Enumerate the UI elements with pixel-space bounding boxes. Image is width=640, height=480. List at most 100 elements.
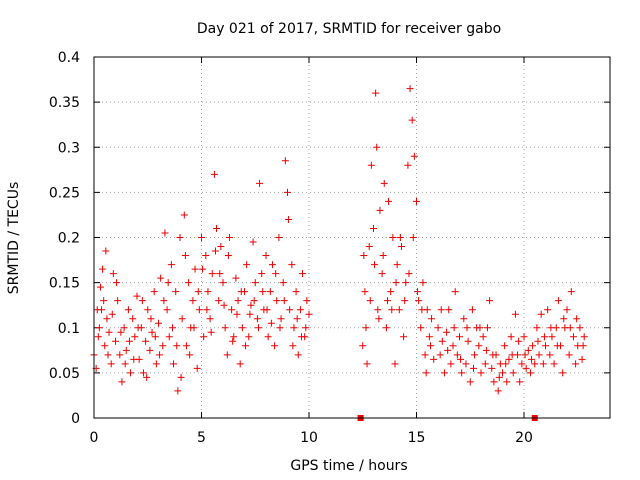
data-point [516,378,524,386]
data-point [190,324,198,332]
data-point [494,387,502,395]
data-point [469,364,477,372]
data-point [264,333,272,341]
data-point [524,346,532,354]
data-point [186,351,194,359]
data-point [503,378,511,386]
data-point [430,355,438,363]
y-tick-label: 0.25 [49,185,80,201]
data-point [293,315,301,323]
data-point [546,351,554,359]
data-point [275,234,283,241]
data-point [406,85,414,93]
data-point [238,324,246,332]
data-point [417,324,425,332]
data-point [189,297,197,305]
data-point [569,333,577,341]
data-point [124,306,132,314]
y-tick-label: 0.1 [58,321,80,337]
data-point [554,297,562,305]
data-point [296,306,304,314]
data-point [142,337,150,345]
data-point [531,360,539,368]
data-point [164,279,172,287]
data-point [477,369,485,377]
data-point [249,238,257,246]
data-point [539,360,547,368]
data-point [193,364,201,372]
data-point [501,342,509,350]
data-point [495,373,503,381]
data-point [138,297,146,305]
data-point [443,328,451,336]
data-point [542,342,549,350]
data-point [385,197,393,205]
data-point [518,360,526,368]
data-point [96,283,104,291]
data-point [401,297,409,305]
data-point [160,297,168,305]
data-point [359,342,367,350]
data-point [185,279,193,287]
data-point [104,351,112,359]
data-point [428,315,436,323]
y-tick-label: 0.35 [49,95,80,111]
data-point [191,265,199,273]
data-point [134,324,142,332]
data-point [159,342,167,350]
data-point [360,252,368,260]
data-point [419,279,427,287]
data-point [198,234,205,241]
data-point [380,179,388,187]
data-point [421,351,429,359]
data-point [483,324,491,332]
data-point [396,234,404,241]
data-point [108,310,116,318]
data-point [167,261,175,269]
data-point [290,324,298,332]
data-point [263,306,271,314]
data-point [547,324,555,332]
data-point [535,351,543,359]
data-point [540,333,548,341]
data-point [490,378,498,386]
data-point [234,297,242,305]
data-point [103,315,111,323]
data-point [529,342,537,350]
data-point [466,378,474,386]
data-point [533,324,541,332]
data-point [563,306,571,314]
plot-frame [93,56,611,419]
data-point [299,270,307,278]
data-point [229,337,237,345]
data-point [526,369,534,377]
data-point [449,342,457,350]
data-point [245,333,253,341]
data-point [573,315,581,323]
data-point [213,224,221,232]
data-point [285,215,293,223]
data-point [456,333,463,341]
data-point [559,369,567,377]
data-point [259,288,267,296]
y-axis-label: SRMTID / TECUs [6,182,22,295]
data-point [250,297,258,305]
y-tick-labels: 0 0.05 0.1 0.15 0.2 0.25 0.3 0.35 0.4 [49,50,80,427]
x-tick-label: 0 [90,430,99,446]
data-point [177,373,185,381]
data-point [393,261,401,269]
data-point [572,360,580,368]
data-point [233,310,241,318]
data-point [388,306,396,314]
data-point [262,252,270,260]
data-point [550,360,558,368]
data-point [105,328,113,336]
data-point [418,306,426,314]
data-point [228,306,236,314]
data-point [437,306,445,314]
data-point [223,351,231,359]
data-point [95,324,103,332]
data-point [382,324,390,332]
data-point [409,234,417,241]
data-point [207,328,215,336]
